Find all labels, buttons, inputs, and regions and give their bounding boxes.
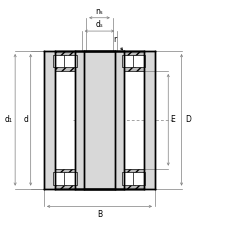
Bar — [64, 172, 76, 185]
Bar — [143, 51, 154, 189]
Bar — [53, 172, 65, 185]
Bar — [123, 169, 143, 189]
Bar — [122, 172, 134, 185]
Text: nₛ: nₛ — [95, 7, 103, 16]
Text: D: D — [184, 115, 190, 124]
Bar — [133, 55, 145, 67]
Bar — [53, 55, 65, 67]
Text: dₛ: dₛ — [95, 20, 103, 29]
Bar — [75, 51, 84, 189]
Bar — [122, 55, 134, 67]
Text: r: r — [113, 35, 122, 50]
Text: d₁: d₁ — [5, 115, 13, 124]
Bar — [133, 172, 145, 185]
Bar — [84, 51, 114, 189]
Bar — [123, 51, 143, 71]
Text: B: B — [96, 210, 102, 219]
Text: E: E — [170, 115, 174, 124]
Bar — [64, 55, 76, 67]
Text: d: d — [24, 115, 28, 124]
Bar — [114, 51, 123, 189]
Bar — [55, 51, 75, 71]
Bar — [44, 51, 55, 189]
Bar — [55, 169, 75, 189]
